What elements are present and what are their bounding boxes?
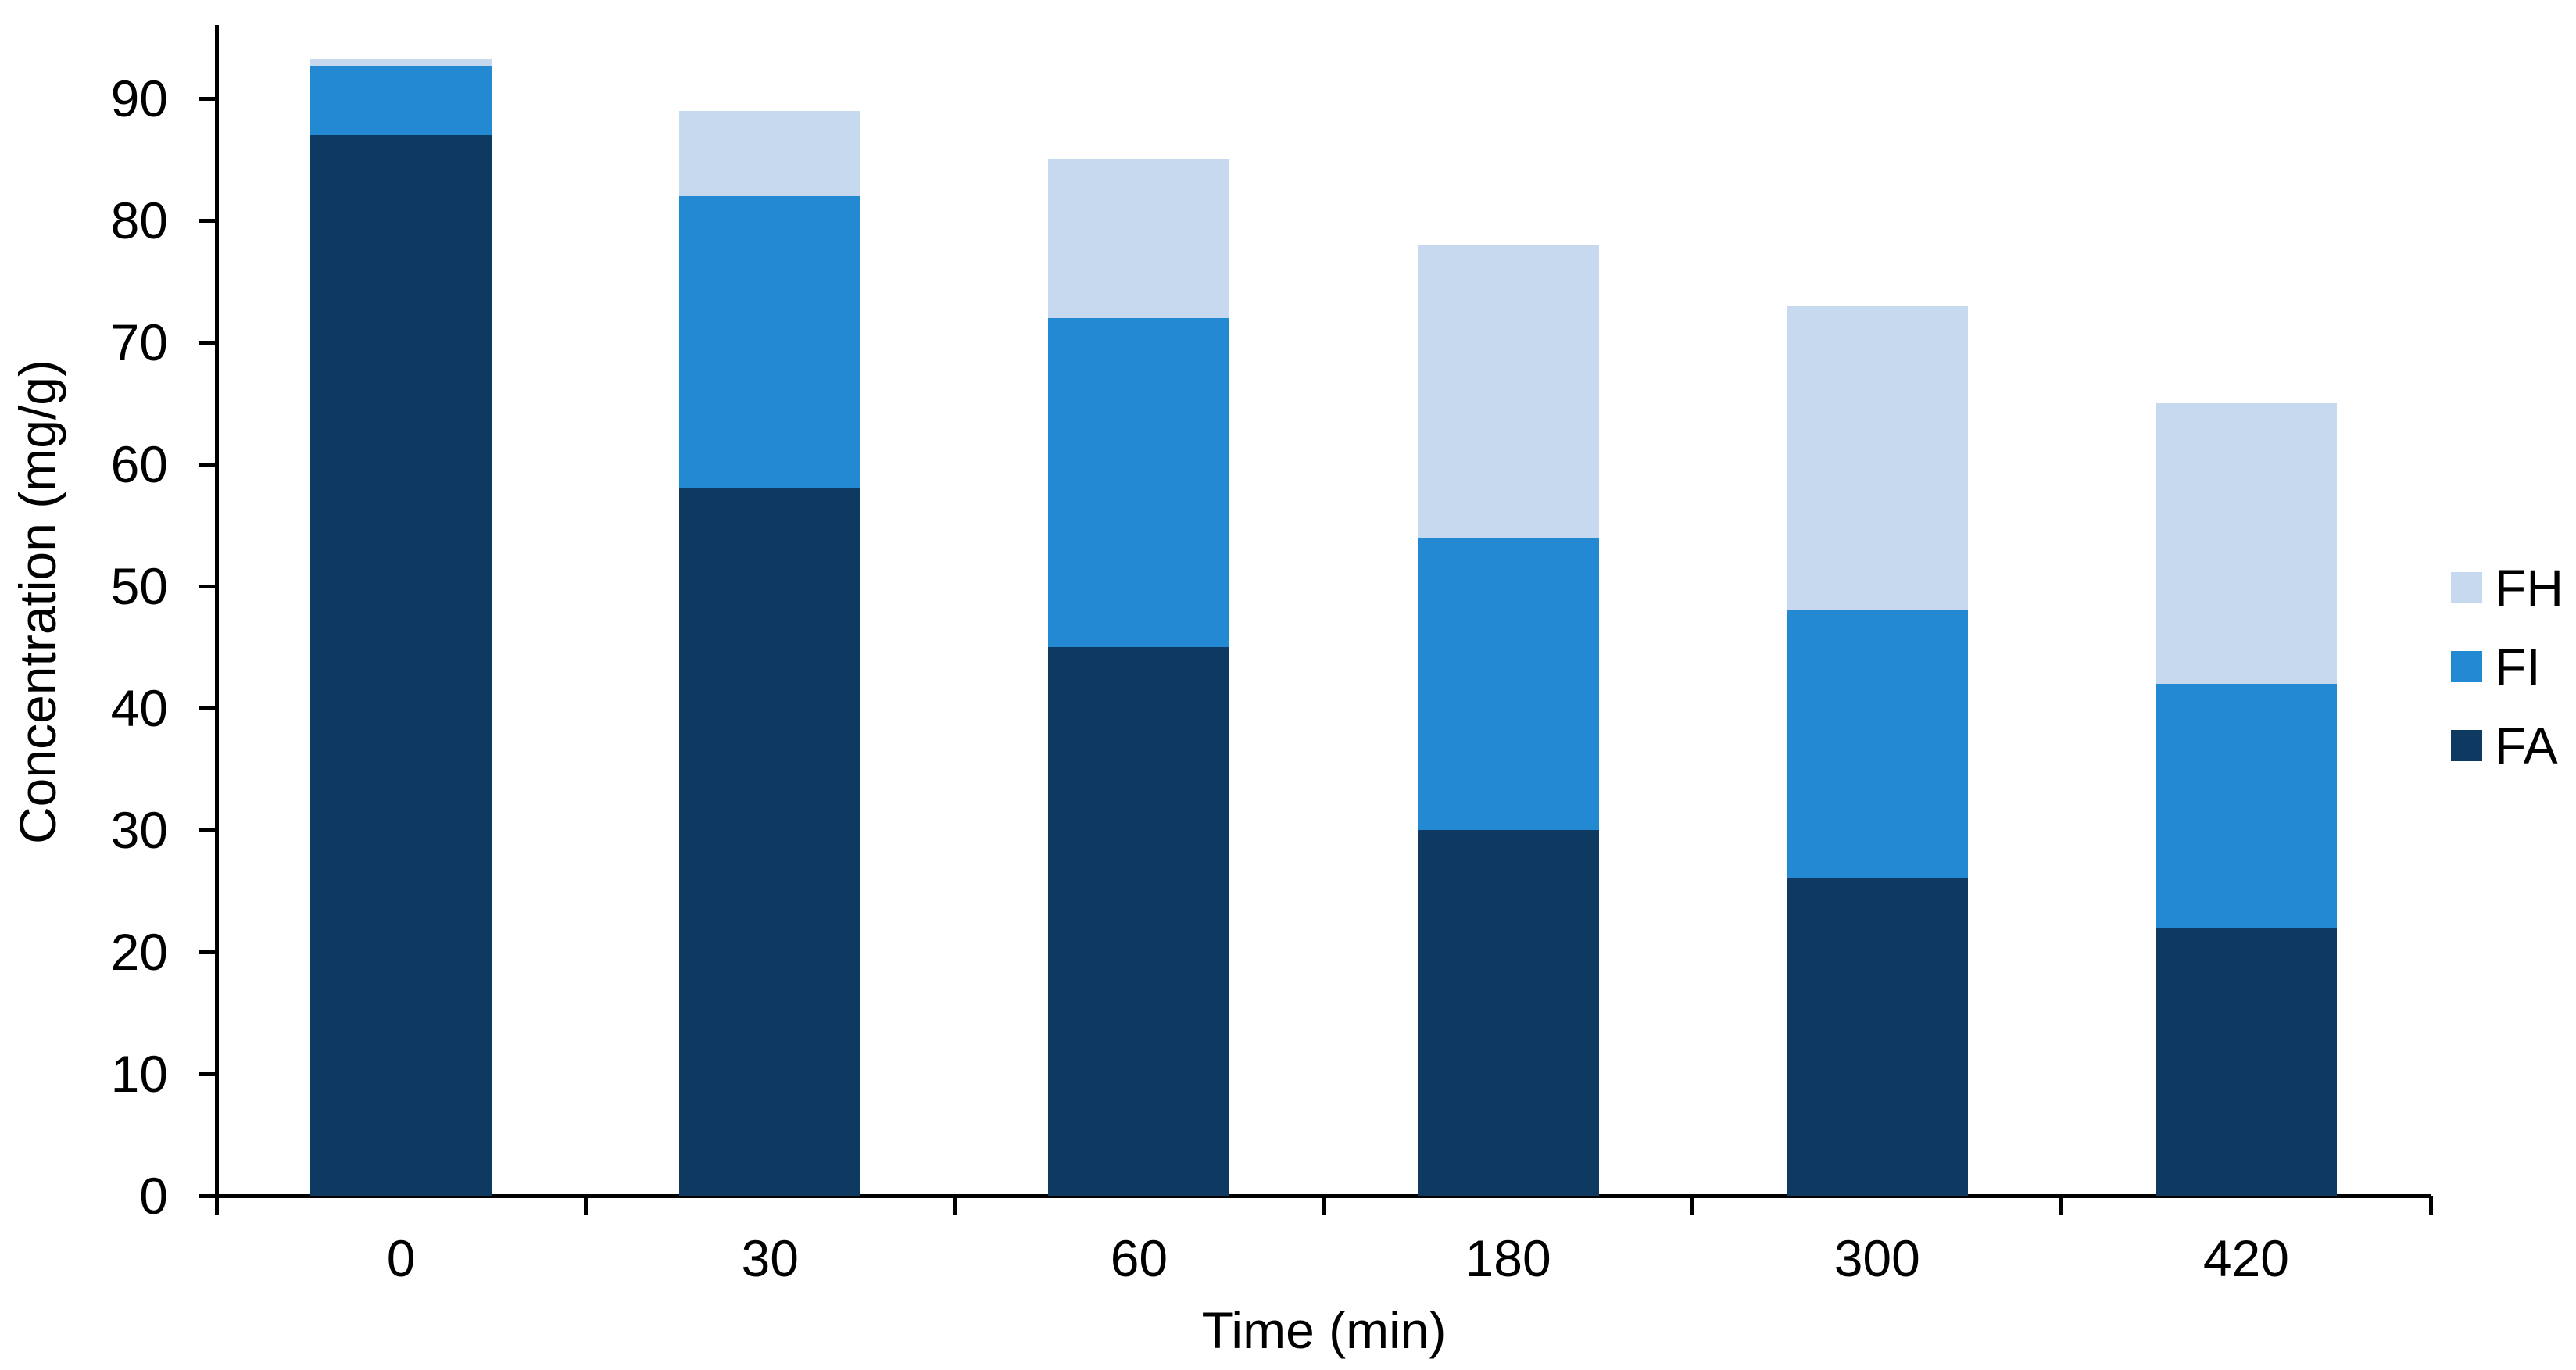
bar-segment-FH-t0 — [310, 58, 492, 66]
x-axis-title: Time (min) — [1201, 1301, 1447, 1359]
x-tick — [214, 1196, 219, 1215]
x-tick-label: 60 — [1110, 1229, 1168, 1287]
bar-segment-FH-t180 — [1417, 245, 1599, 538]
y-tick-label: 70 — [110, 313, 168, 371]
legend-swatch-FA — [2451, 730, 2482, 761]
y-tick — [199, 584, 216, 588]
x-tick — [1322, 1196, 1326, 1215]
y-tick — [199, 706, 216, 710]
y-tick — [199, 1193, 216, 1198]
y-tick — [199, 462, 216, 467]
bar-segment-FI-t180 — [1417, 537, 1599, 830]
bar-segment-FI-t300 — [1786, 610, 1968, 879]
bar-segment-FA-t300 — [1786, 878, 1968, 1196]
legend-label-FI: FI — [2495, 638, 2541, 696]
bar-segment-FH-t300 — [1786, 306, 1968, 611]
y-tick-label: 20 — [110, 923, 168, 981]
y-tick — [199, 340, 216, 345]
y-tick-label: 40 — [110, 679, 168, 737]
y-tick-label: 90 — [110, 70, 168, 127]
y-tick — [199, 1071, 216, 1076]
bar-segment-FI-t0 — [310, 65, 492, 135]
y-tick-label: 80 — [110, 191, 168, 249]
x-tick — [952, 1196, 957, 1215]
bar-segment-FA-t180 — [1417, 830, 1599, 1196]
y-tick-label: 10 — [110, 1045, 168, 1103]
y-tick-label: 0 — [139, 1167, 168, 1225]
legend-swatch-FI — [2451, 651, 2482, 682]
y-axis-line — [214, 25, 219, 1213]
x-tick-label: 420 — [2202, 1229, 2289, 1287]
y-tick-label: 50 — [110, 557, 168, 615]
bar-segment-FI-t30 — [679, 195, 861, 489]
x-tick-label: 300 — [1834, 1229, 1920, 1287]
bar-segment-FH-t420 — [2155, 403, 2337, 684]
x-tick-label: 30 — [741, 1229, 799, 1287]
bar-segment-FA-t60 — [1048, 647, 1230, 1196]
bar-segment-FA-t30 — [679, 488, 861, 1196]
legend-swatch-FH — [2451, 572, 2482, 603]
x-tick — [583, 1196, 588, 1215]
legend-label-FA: FA — [2495, 717, 2558, 774]
x-tick — [2059, 1196, 2064, 1215]
x-tick — [2428, 1196, 2433, 1215]
bar-segment-FA-t0 — [310, 134, 492, 1196]
x-tick-label: 0 — [386, 1229, 416, 1287]
bar-segment-FA-t420 — [2155, 927, 2337, 1196]
y-tick — [199, 96, 216, 101]
y-tick — [199, 218, 216, 223]
bar-segment-FI-t420 — [2155, 683, 2337, 928]
bar-segment-FH-t30 — [679, 110, 861, 196]
bar-segment-FI-t60 — [1048, 317, 1230, 647]
y-tick-label: 30 — [110, 801, 168, 859]
y-tick-label: 60 — [110, 435, 168, 493]
x-tick — [1690, 1196, 1695, 1215]
legend-label-FH: FH — [2495, 559, 2563, 617]
y-tick — [199, 828, 216, 832]
bar-segment-FH-t60 — [1048, 159, 1230, 318]
x-tick-label: 180 — [1465, 1229, 1551, 1287]
x-axis-line — [199, 1193, 2431, 1198]
y-tick — [199, 950, 216, 954]
